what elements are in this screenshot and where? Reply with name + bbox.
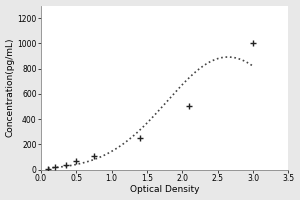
- Y-axis label: Concentration(pg/mL): Concentration(pg/mL): [6, 38, 15, 137]
- X-axis label: Optical Density: Optical Density: [130, 185, 200, 194]
